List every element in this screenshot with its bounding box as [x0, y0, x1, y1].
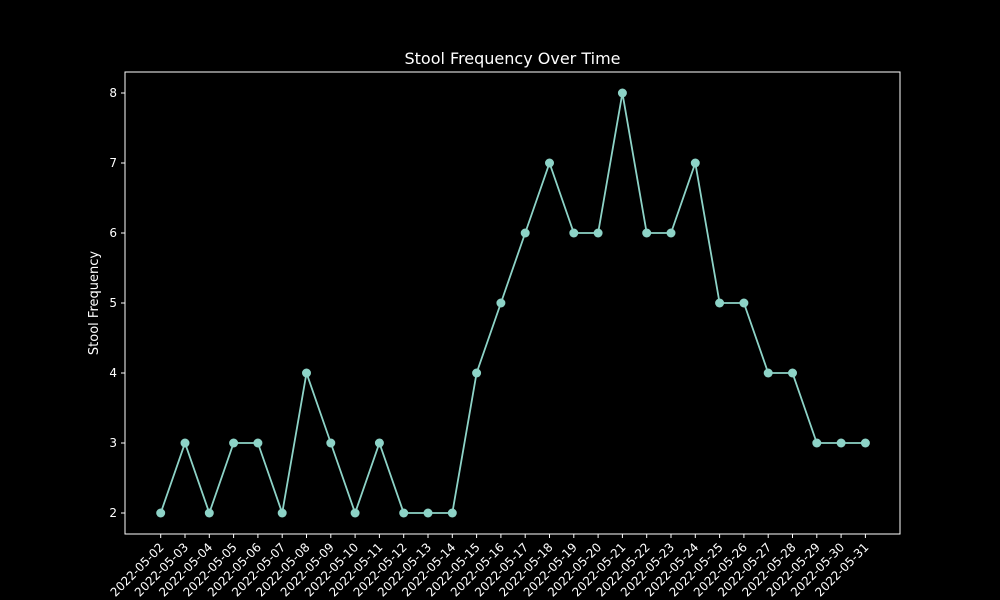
data-point	[156, 508, 166, 518]
data-point	[788, 368, 797, 378]
y-tick-label: 8	[109, 86, 117, 100]
y-tick-label: 7	[109, 156, 117, 170]
data-point	[836, 438, 846, 448]
data-point	[569, 228, 579, 238]
data-point	[642, 228, 652, 238]
y-tick-label: 2	[109, 506, 117, 520]
data-point	[423, 508, 433, 518]
data-point	[812, 438, 822, 448]
y-tick-label: 4	[109, 366, 117, 380]
data-point	[277, 508, 287, 518]
plot-frame	[124, 71, 901, 535]
data-point	[520, 228, 530, 238]
x-axis: 2022-05-022022-05-032022-05-042022-05-05…	[108, 534, 872, 599]
data-point	[860, 438, 870, 448]
chart-title: Stool Frequency Over Time	[404, 49, 620, 68]
data-point	[666, 228, 676, 238]
data-point	[593, 228, 603, 238]
data-point	[374, 438, 384, 448]
y-tick-label: 5	[109, 296, 117, 310]
data-point	[229, 438, 239, 448]
data-point	[739, 298, 749, 308]
data-point	[763, 368, 773, 378]
data-point	[180, 438, 190, 448]
y-tick-label: 6	[109, 226, 117, 240]
y-tick-label: 3	[109, 436, 117, 450]
data-point	[617, 88, 627, 98]
data-point	[204, 508, 214, 518]
data-point	[545, 158, 554, 168]
series-layer	[156, 88, 870, 518]
data-point	[715, 298, 725, 308]
plot-area	[124, 71, 901, 535]
data-point	[253, 438, 263, 448]
data-point	[350, 508, 360, 518]
series-line	[159, 92, 866, 517]
data-point	[690, 158, 700, 168]
data-point	[399, 508, 409, 518]
data-point	[326, 438, 336, 448]
data-point	[496, 298, 506, 308]
data-point	[302, 368, 311, 378]
y-axis-label: Stool Frequency	[87, 251, 102, 355]
data-point	[472, 368, 482, 378]
data-point	[447, 508, 457, 518]
y-axis: 2 3 4 5 6 7 8	[109, 86, 125, 520]
